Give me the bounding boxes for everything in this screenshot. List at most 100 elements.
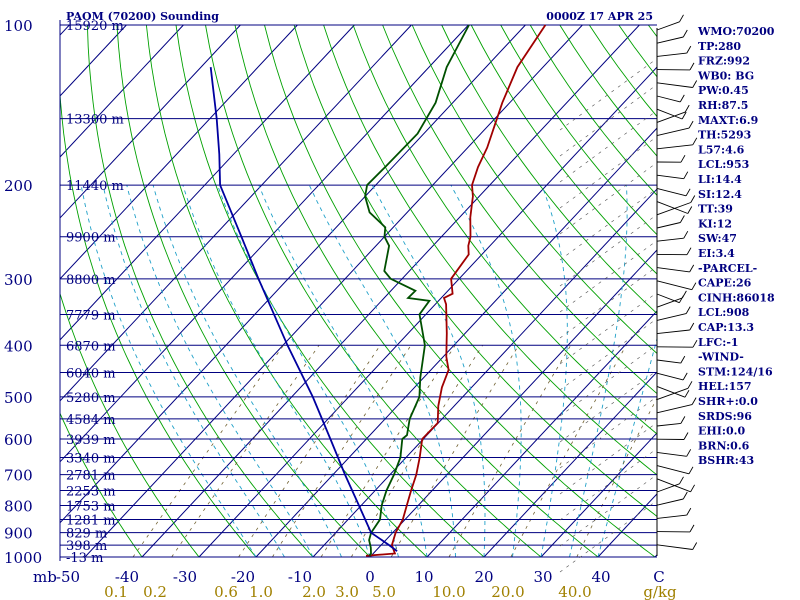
wind-barb-feather [687,381,693,389]
index-line: PW:0.45 [698,84,749,97]
hodograph-guide [559,345,656,417]
wind-barb [656,202,691,216]
hodograph-guide [559,423,656,495]
pressure-unit-label: mb [33,568,57,586]
temperature-profile [365,24,547,557]
wind-barb [656,387,689,401]
wind-barb-feather [692,542,698,550]
wind-barb-feather [692,80,698,88]
index-line: CAPE:26 [698,277,752,290]
hodograph-guide [559,163,656,235]
wind-barb-feather [691,282,697,290]
hodograph-guide [559,501,656,573]
index-line: WB0: BG [697,69,754,82]
hodograph-guide [559,475,656,547]
wind-barb-feather [680,355,686,364]
mixing-ratio-tick-label: 40.0 [558,583,591,600]
mixing-ratio-tick-label: 0.2 [143,583,167,600]
hodograph-guide [559,85,656,157]
dewpoint-profile [364,24,470,557]
moist-adiabat-line [217,184,399,558]
height-label: 11440 m [66,179,124,194]
mixing-ratio-tick-label: 2.0 [302,583,326,600]
hodograph-guide [559,449,656,521]
isotherm-line [60,24,184,158]
wind-barb [656,359,681,364]
dry-adiabat-line [234,24,599,558]
height-label: 9900 m [66,231,116,246]
index-line: LCL:908 [698,306,750,319]
index-line: SRDS:96 [698,410,752,423]
wind-barb [656,498,684,506]
hodograph-guide [559,241,656,313]
wind-barb [656,404,693,414]
index-line: LCL:953 [698,158,749,171]
pressure-tick-label: 500 [4,389,33,407]
hodograph-guide [559,397,656,469]
wind-barb [656,174,684,180]
index-line: HEL:157 [698,380,752,393]
hodograph-guide [559,215,656,287]
moist-adiabat-line [450,184,522,558]
wind-barb-feather [689,62,695,71]
wind-barb-feather [689,322,695,331]
wind-barb [656,465,690,475]
wind-barb [656,329,690,335]
moist-adiabat-line [540,184,568,558]
height-label: 1753 m [66,499,116,514]
wind-barb-feather [680,154,686,163]
wind-barb [656,422,681,427]
mixing-ratio-tick-label: 5.0 [372,583,396,600]
hodograph-guide [559,319,656,391]
mixing-ratio-line [238,345,381,558]
wind-barb-feather [689,264,695,273]
index-line: SW:47 [698,232,737,245]
temperature-tick-label: 20 [474,568,493,586]
index-line: LFC:-1 [698,336,739,349]
isotherm-line [60,24,526,524]
height-label: 398 m [66,539,107,554]
moist-adiabat-line [597,336,657,558]
wind-barb-feather [685,188,691,197]
wind-barb-feather [688,466,694,475]
index-line: SI:12.4 [698,188,742,201]
moist-adiabat-line [308,184,456,557]
wind-barb [656,280,693,291]
mixing-ratio-tick-label: g/kg [643,583,677,600]
wind-barb [656,222,681,229]
wind-barb [656,144,693,150]
wind-barb [656,82,693,88]
mixing-ratio-tick-label: 20.0 [491,583,524,600]
height-label: 15920 m [66,19,124,34]
wind-barb [656,313,687,321]
wind-barb-feather [680,215,685,223]
pressure-tick-label: 700 [4,467,33,485]
isotherm-line [84,24,583,558]
isotherm-line [60,24,298,280]
hodograph-guide [559,137,656,209]
mixing-ratio-line [448,345,572,558]
height-label: -13 m [66,551,103,566]
height-label: 5280 m [66,391,116,406]
wind-barb-feather [690,484,695,493]
moist-adiabat-line [80,185,257,558]
wind-barb [656,483,680,493]
hodograph-guide [559,111,656,183]
index-line: SHR+:0.0 [698,395,758,408]
height-label: 8800 m [66,273,116,288]
wind-barb-feather [692,137,698,146]
height-label: 1281 m [66,513,116,528]
dry-adiabat-line [264,24,656,558]
height-label: 2253 m [66,485,116,500]
height-label: 3939 m [66,433,116,448]
dry-adiabat-line [205,24,542,558]
temperature-tick-label: -40 [115,568,139,586]
wind-barb [656,451,687,457]
temperature-tick-label: 40 [591,568,610,586]
index-line: STM:124/16 [698,365,773,378]
wind-barb-feather [682,372,688,381]
height-label: 829 m [66,527,107,542]
isotherm-line [60,24,241,219]
mixing-ratio-line [272,345,412,558]
